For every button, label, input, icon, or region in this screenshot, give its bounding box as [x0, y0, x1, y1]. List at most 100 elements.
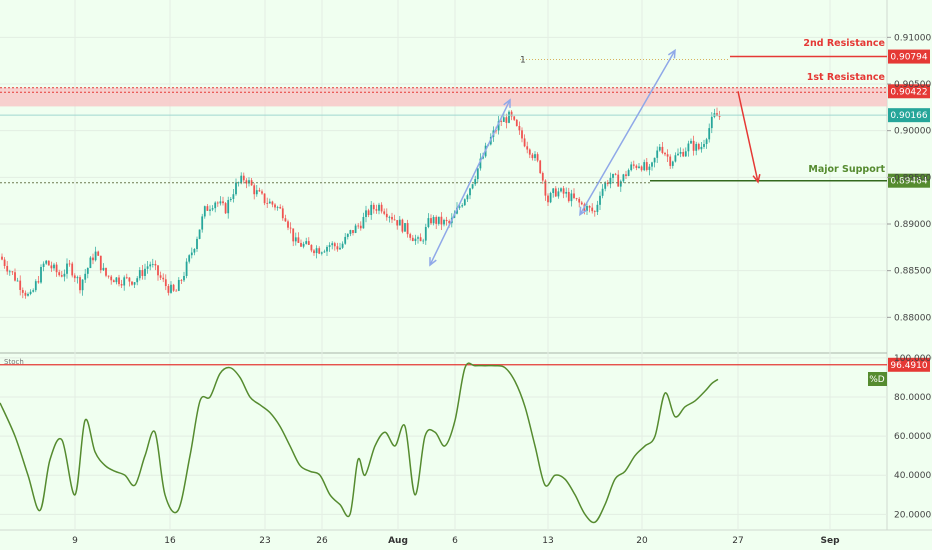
candle-body [105, 267, 107, 276]
candle-body [209, 209, 211, 211]
time-tick-label: Aug [388, 536, 408, 546]
candle-body [294, 237, 297, 242]
candle-body [37, 281, 40, 283]
stoch-level-tag: 96.4910 [890, 361, 927, 371]
candle-body [378, 204, 380, 211]
candle-body [211, 208, 214, 210]
candle-body [86, 268, 89, 274]
candle-body [6, 265, 9, 272]
candle-body [679, 152, 682, 154]
candle-body [227, 200, 230, 214]
candle-body [531, 154, 534, 159]
label-major-support: Major Support [808, 164, 885, 175]
candle-body [424, 227, 427, 241]
candle-body [391, 216, 393, 220]
candle-body [94, 251, 97, 261]
trend-arrow-head [667, 48, 676, 59]
trend-arrow-head [752, 174, 761, 184]
candle-body [651, 162, 653, 167]
candle-body [24, 292, 27, 296]
candle-body [313, 250, 315, 254]
candle-body [573, 193, 575, 199]
candle-body [50, 265, 53, 269]
candle-body [229, 198, 232, 201]
price-tick-label: 0.90500 [894, 80, 931, 90]
candle-body [375, 209, 378, 211]
candle-body [307, 241, 310, 245]
candle-body [284, 218, 287, 222]
candle-body [469, 188, 471, 196]
candle-body [419, 237, 422, 242]
candle-body [656, 150, 659, 158]
candle-body [76, 277, 79, 279]
candle-body [92, 257, 94, 261]
candle-body [414, 238, 417, 242]
candle-body [669, 156, 672, 166]
candle-body [398, 219, 401, 226]
candle-body [151, 263, 154, 265]
candle-body [42, 263, 45, 267]
candle-body [29, 291, 32, 294]
candle-body [326, 246, 328, 252]
candle-body [638, 166, 640, 168]
stoch-tick-label: 60.0000 [894, 432, 931, 442]
candle-body [541, 173, 544, 181]
candle-body [710, 116, 713, 129]
candle-body [640, 166, 643, 171]
candle-body [27, 293, 29, 296]
candle-body [266, 203, 269, 204]
candle-body [461, 205, 464, 207]
candle-body [474, 179, 477, 185]
candle-body [99, 255, 102, 271]
stoch-tick-label: 40.0000 [894, 471, 931, 481]
candle-body [328, 245, 331, 247]
candle-body [245, 180, 248, 184]
candle-body [682, 152, 685, 157]
candle-body [697, 143, 700, 150]
candle-body [409, 234, 412, 238]
candle-body [300, 242, 302, 247]
candle-body [115, 277, 118, 283]
candle-body [526, 146, 529, 150]
candle-body [193, 248, 196, 253]
stoch-d-line [0, 362, 719, 524]
candle-body [692, 140, 695, 151]
candle-body [435, 217, 438, 224]
trend-arrow-line [737, 91, 759, 183]
candle-body [570, 193, 573, 202]
trend-arrow-line [429, 99, 511, 266]
price-tag: 0.90794 [890, 53, 927, 63]
candle-body [175, 290, 178, 292]
candle-body [619, 181, 622, 187]
candle-body [66, 263, 68, 274]
fib-label: 1 [520, 56, 526, 66]
candle-body [705, 139, 708, 145]
price-tick-label: 0.88000 [894, 313, 931, 323]
candle-body [297, 237, 300, 243]
candle-body [643, 162, 646, 171]
candle-body [263, 193, 266, 204]
candle-body [315, 248, 318, 254]
candle-body [224, 203, 227, 214]
candle-body [404, 223, 406, 232]
candle-body [292, 228, 295, 242]
candle-body [383, 211, 386, 214]
candle-body [458, 206, 461, 208]
time-axis: 9 16 23 26 Aug 6 13 20 27 Sep [72, 536, 840, 546]
candle-body [341, 243, 344, 248]
candle-body [349, 230, 352, 234]
candle-body [606, 182, 609, 185]
stoch-tick-label: 100.0000 [894, 354, 932, 364]
candle-body [53, 264, 55, 269]
candle-body [534, 154, 536, 159]
candle-body [102, 267, 105, 271]
candle-body [549, 193, 552, 203]
candle-body [674, 155, 677, 162]
candle-body [274, 204, 276, 208]
candle-body [240, 175, 243, 183]
candle-body [476, 168, 479, 180]
candle-body [144, 268, 146, 276]
price-tag-bg [888, 49, 930, 64]
candle-body [188, 255, 191, 262]
candle-body [162, 277, 165, 280]
